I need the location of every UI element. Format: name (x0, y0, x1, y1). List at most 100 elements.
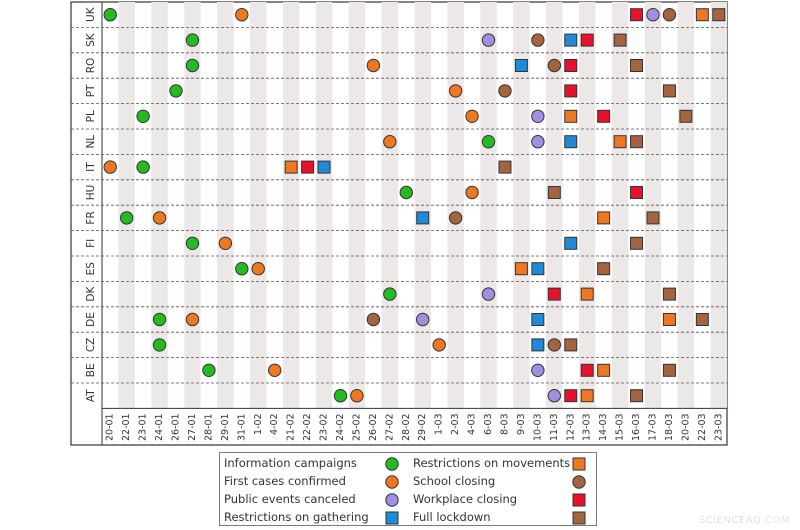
watermark-text: SCIENCEAQ.COM (698, 515, 790, 526)
data-point-cases (432, 338, 446, 352)
legend-label-movements: Restrictions on movements (413, 456, 571, 470)
data-point-cases (251, 262, 265, 276)
data-point-info (202, 363, 216, 377)
legend-marker-cases (385, 475, 399, 489)
data-point-workplace (597, 109, 611, 123)
date-tick-label: 22-01 (121, 413, 132, 441)
data-point-gathering (531, 338, 545, 352)
date-tick-label: 31-01 (236, 413, 247, 441)
data-point-cases (152, 211, 167, 225)
data-point-lockdown (547, 186, 561, 199)
data-point-gathering (514, 59, 528, 72)
date-tick-label: 29-01 (220, 413, 231, 441)
data-point-lockdown (662, 84, 676, 98)
date-tick-label: 13-03 (582, 413, 593, 441)
data-point-school (662, 8, 677, 22)
data-point-school (498, 84, 512, 98)
data-point-workplace (580, 363, 594, 377)
country-label: HU (85, 185, 97, 201)
data-point-gathering (564, 135, 578, 149)
legend-marker-gathering (385, 511, 399, 525)
legend-marker-workplace (572, 493, 586, 507)
data-point-info (399, 185, 413, 200)
data-point-info (481, 135, 496, 149)
data-point-movements (284, 160, 298, 174)
data-point-events (531, 135, 545, 149)
data-point-lockdown (662, 287, 676, 301)
data-point-lockdown (679, 109, 693, 123)
data-point-info (235, 262, 249, 276)
legend-label-info: Information campaigns (224, 456, 357, 470)
chart-legend: Information campaigns Restrictions on mov… (219, 452, 597, 526)
data-point-events (547, 389, 562, 403)
data-point-gathering (531, 262, 545, 276)
date-tick-label: 1-02 (253, 413, 264, 435)
data-point-gathering (564, 33, 578, 47)
data-point-school (547, 58, 562, 73)
legend-marker-shape (385, 475, 399, 489)
data-point-movements (564, 109, 578, 123)
date-tick-label: 28-02 (401, 413, 412, 441)
data-point-workplace (564, 59, 578, 72)
data-point-info (185, 236, 200, 251)
data-point-lockdown (564, 338, 578, 352)
date-tick-label: 11-03 (549, 413, 560, 441)
date-tick-label: 23-02 (319, 413, 330, 441)
country-label: BE (85, 363, 97, 377)
data-point-cases (465, 185, 479, 200)
data-point-movements (613, 135, 627, 149)
legend-label-gathering: Restrictions on gathering (224, 510, 369, 524)
date-tick-label: 9-03 (516, 413, 527, 435)
legend-marker-shape (572, 511, 586, 525)
date-tick-label: 6-03 (483, 413, 494, 435)
column-band (611, 2, 629, 409)
data-point-cases (383, 135, 397, 149)
plot-frame (70, 1, 728, 446)
data-point-info (152, 312, 167, 327)
data-point-movements (580, 287, 594, 301)
data-point-lockdown (662, 363, 676, 377)
data-point-events (646, 8, 660, 22)
legend-marker-shape (572, 475, 586, 489)
date-tick-label: 10-03 (532, 413, 543, 441)
date-tick-label: 24-01 (154, 413, 165, 441)
data-point-info (333, 389, 348, 403)
legend-marker-movements (572, 457, 586, 471)
data-point-school (531, 33, 545, 47)
data-point-school (547, 338, 562, 352)
data-point-cases (350, 389, 364, 403)
date-tick-label: 20-01 (105, 413, 116, 441)
data-point-lockdown (498, 160, 512, 174)
legend-marker-shape (385, 511, 399, 525)
data-point-gathering (531, 313, 545, 326)
column-band (381, 2, 399, 409)
data-point-lockdown (712, 8, 726, 22)
data-point-lockdown (613, 33, 627, 47)
country-label: RO (85, 58, 97, 74)
data-point-lockdown (695, 313, 709, 326)
country-label: PL (85, 110, 97, 122)
legend-marker-shape (385, 493, 399, 507)
data-point-gathering (317, 160, 331, 174)
data-point-info (185, 33, 200, 47)
data-point-info (383, 287, 397, 301)
date-tick-label: 26-02 (368, 413, 379, 441)
date-tick-label: 27-02 (384, 413, 395, 441)
date-tick-label: 29-02 (417, 413, 428, 441)
country-label: DE (85, 312, 97, 327)
country-label: NL (85, 135, 97, 149)
legend-label-workplace: Workplace closing (413, 492, 518, 506)
legend-marker-shape (572, 493, 586, 507)
data-point-movements (662, 313, 676, 326)
date-tick-label: 22-02 (302, 413, 313, 441)
data-point-workplace (547, 287, 561, 301)
data-point-gathering (564, 236, 578, 250)
data-point-info (103, 8, 117, 22)
data-point-lockdown (630, 59, 644, 72)
country-label: DK (85, 286, 97, 302)
date-tick-label: 17-03 (647, 413, 658, 441)
legend-marker-info (385, 457, 399, 471)
data-point-cases (267, 363, 282, 377)
data-point-workplace (630, 8, 644, 22)
legend-label-lockdown: Full lockdown (413, 510, 491, 524)
